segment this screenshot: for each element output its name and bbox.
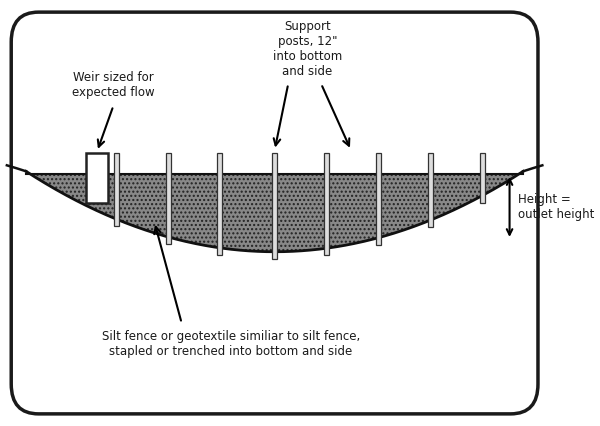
Bar [86, 153, 109, 203]
FancyBboxPatch shape [11, 12, 538, 414]
Bar [428, 153, 433, 227]
Bar [166, 153, 170, 244]
Text: Silt fence or geotextile similiar to silt fence,
stapled or trenched into bottom: Silt fence or geotextile similiar to sil… [102, 330, 360, 358]
Text: Support
posts, 12"
into bottom
and side: Support posts, 12" into bottom and side [273, 20, 342, 78]
Bar [217, 153, 223, 255]
Bar [272, 153, 277, 259]
Text: Height =
outlet height: Height = outlet height [518, 193, 594, 221]
Bar [480, 153, 485, 203]
Bar [376, 153, 381, 245]
Bar [113, 153, 119, 226]
Polygon shape [26, 171, 523, 252]
Bar [324, 153, 329, 256]
Text: Weir sized for
expected flow: Weir sized for expected flow [72, 71, 155, 99]
